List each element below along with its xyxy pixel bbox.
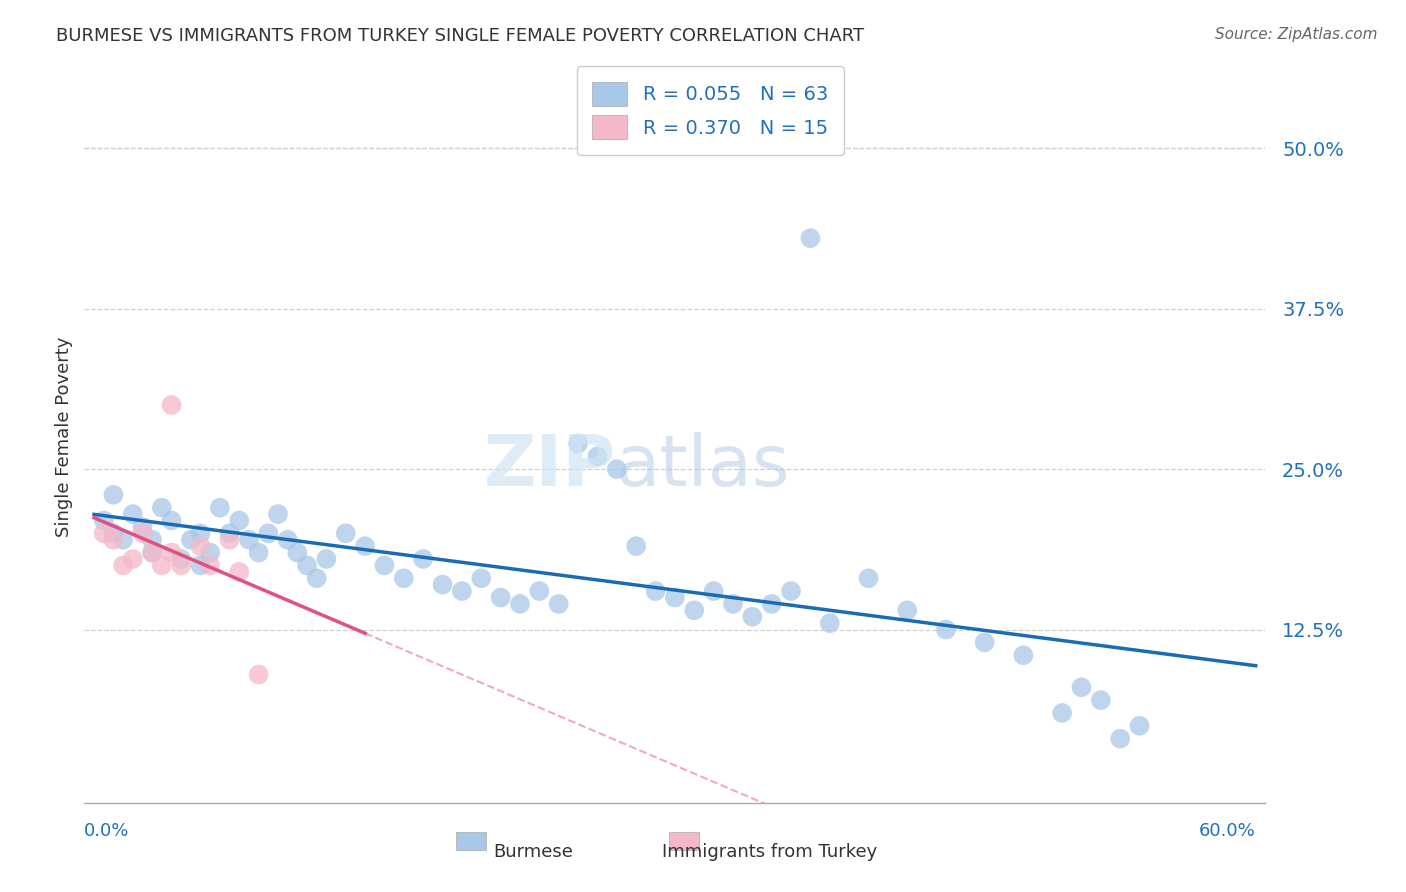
Text: ZIP: ZIP xyxy=(484,432,616,500)
Point xyxy=(780,584,803,599)
Point xyxy=(277,533,299,547)
Point xyxy=(1050,706,1073,720)
Text: 60.0%: 60.0% xyxy=(1199,822,1256,840)
Point xyxy=(285,545,308,559)
Point xyxy=(335,526,357,541)
Bar xyxy=(457,832,486,850)
Point xyxy=(170,552,193,566)
Point xyxy=(315,552,337,566)
Point xyxy=(412,552,434,566)
Point xyxy=(180,533,202,547)
Point xyxy=(1070,681,1092,695)
Point xyxy=(295,558,318,573)
Point xyxy=(131,526,153,541)
Point xyxy=(228,565,250,579)
Y-axis label: Single Female Poverty: Single Female Poverty xyxy=(55,337,73,537)
Point xyxy=(624,539,647,553)
Text: BURMESE VS IMMIGRANTS FROM TURKEY SINGLE FEMALE POVERTY CORRELATION CHART: BURMESE VS IMMIGRANTS FROM TURKEY SINGLE… xyxy=(56,27,865,45)
Point xyxy=(141,533,163,547)
Point xyxy=(451,584,474,599)
Text: 0.0%: 0.0% xyxy=(84,822,129,840)
Point xyxy=(160,514,183,528)
Point xyxy=(131,520,153,534)
Point xyxy=(160,545,183,559)
Point xyxy=(103,533,125,547)
Point xyxy=(858,571,880,585)
Point xyxy=(200,558,222,573)
Point xyxy=(721,597,744,611)
Point xyxy=(741,609,763,624)
Point xyxy=(247,667,270,681)
Point xyxy=(200,545,222,559)
Point xyxy=(112,533,135,547)
Point xyxy=(644,584,666,599)
Point xyxy=(190,558,212,573)
Text: Immigrants from Turkey: Immigrants from Turkey xyxy=(662,843,877,861)
Point xyxy=(1012,648,1035,663)
Point xyxy=(121,552,143,566)
Point xyxy=(190,539,212,553)
Point xyxy=(238,533,260,547)
Point xyxy=(509,597,531,611)
Legend: R = 0.055   N = 63, R = 0.370   N = 15: R = 0.055 N = 63, R = 0.370 N = 15 xyxy=(576,66,844,154)
Point xyxy=(392,571,415,585)
Point xyxy=(354,539,377,553)
Point xyxy=(1128,719,1150,733)
Point xyxy=(150,558,173,573)
Point xyxy=(121,507,143,521)
Point xyxy=(103,526,125,541)
Point xyxy=(150,500,173,515)
Point xyxy=(93,514,115,528)
Point xyxy=(470,571,492,585)
Point xyxy=(489,591,512,605)
Point xyxy=(218,526,240,541)
Point xyxy=(141,545,163,559)
Point xyxy=(606,462,628,476)
Point xyxy=(432,577,454,591)
Point xyxy=(973,635,995,649)
Point xyxy=(664,591,686,605)
Point xyxy=(567,436,589,450)
Point xyxy=(141,545,163,559)
Point xyxy=(103,488,125,502)
Point xyxy=(761,597,783,611)
Point xyxy=(586,450,609,464)
Point xyxy=(257,526,280,541)
Point xyxy=(247,545,270,559)
Text: atlas: atlas xyxy=(616,432,790,500)
Point xyxy=(799,231,821,245)
Point xyxy=(373,558,395,573)
Point xyxy=(935,623,957,637)
Point xyxy=(683,603,706,617)
Point xyxy=(208,500,231,515)
Point xyxy=(93,526,115,541)
Point xyxy=(703,584,725,599)
Point xyxy=(218,533,240,547)
Text: Burmese: Burmese xyxy=(494,843,574,861)
Point xyxy=(305,571,328,585)
Point xyxy=(529,584,551,599)
Point xyxy=(267,507,290,521)
Point xyxy=(190,526,212,541)
Bar xyxy=(669,832,699,850)
Point xyxy=(112,558,135,573)
Point xyxy=(1109,731,1132,746)
Point xyxy=(547,597,569,611)
Point xyxy=(896,603,918,617)
Point xyxy=(818,616,841,631)
Text: Source: ZipAtlas.com: Source: ZipAtlas.com xyxy=(1215,27,1378,42)
Point xyxy=(1090,693,1112,707)
Point xyxy=(228,514,250,528)
Point xyxy=(170,558,193,573)
Point xyxy=(160,398,183,412)
